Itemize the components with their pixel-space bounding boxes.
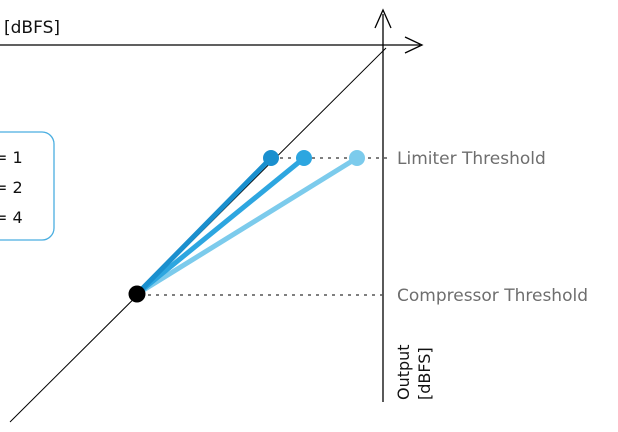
ratio-1-slope (134, 155, 274, 297)
ratio-1-endpoint (263, 150, 279, 166)
compressor-knee-point (128, 285, 146, 303)
output-axis-unit-label: [dBFS] (415, 347, 434, 400)
compressor-threshold-label: Compressor Threshold (397, 286, 588, 306)
ratio-2-endpoint (296, 150, 312, 166)
output-axis-arrowhead (374, 8, 392, 29)
ratio-4-slope (134, 155, 360, 297)
legend-item-ratio-4: = 4 (0, 208, 23, 227)
limiter-threshold-label: Limiter Threshold (397, 149, 546, 169)
legend-item-ratio-2: = 2 (0, 178, 23, 197)
input-axis-arrowhead (404, 36, 424, 54)
ratio-4-endpoint (349, 150, 365, 166)
ratio-legend-box (0, 131, 55, 241)
ratio-2-slope (134, 155, 307, 297)
input-axis-unit-label: [dBFS] (4, 18, 60, 38)
output-axis-title: Output (394, 344, 413, 400)
legend-item-ratio-1: = 1 (0, 148, 23, 167)
